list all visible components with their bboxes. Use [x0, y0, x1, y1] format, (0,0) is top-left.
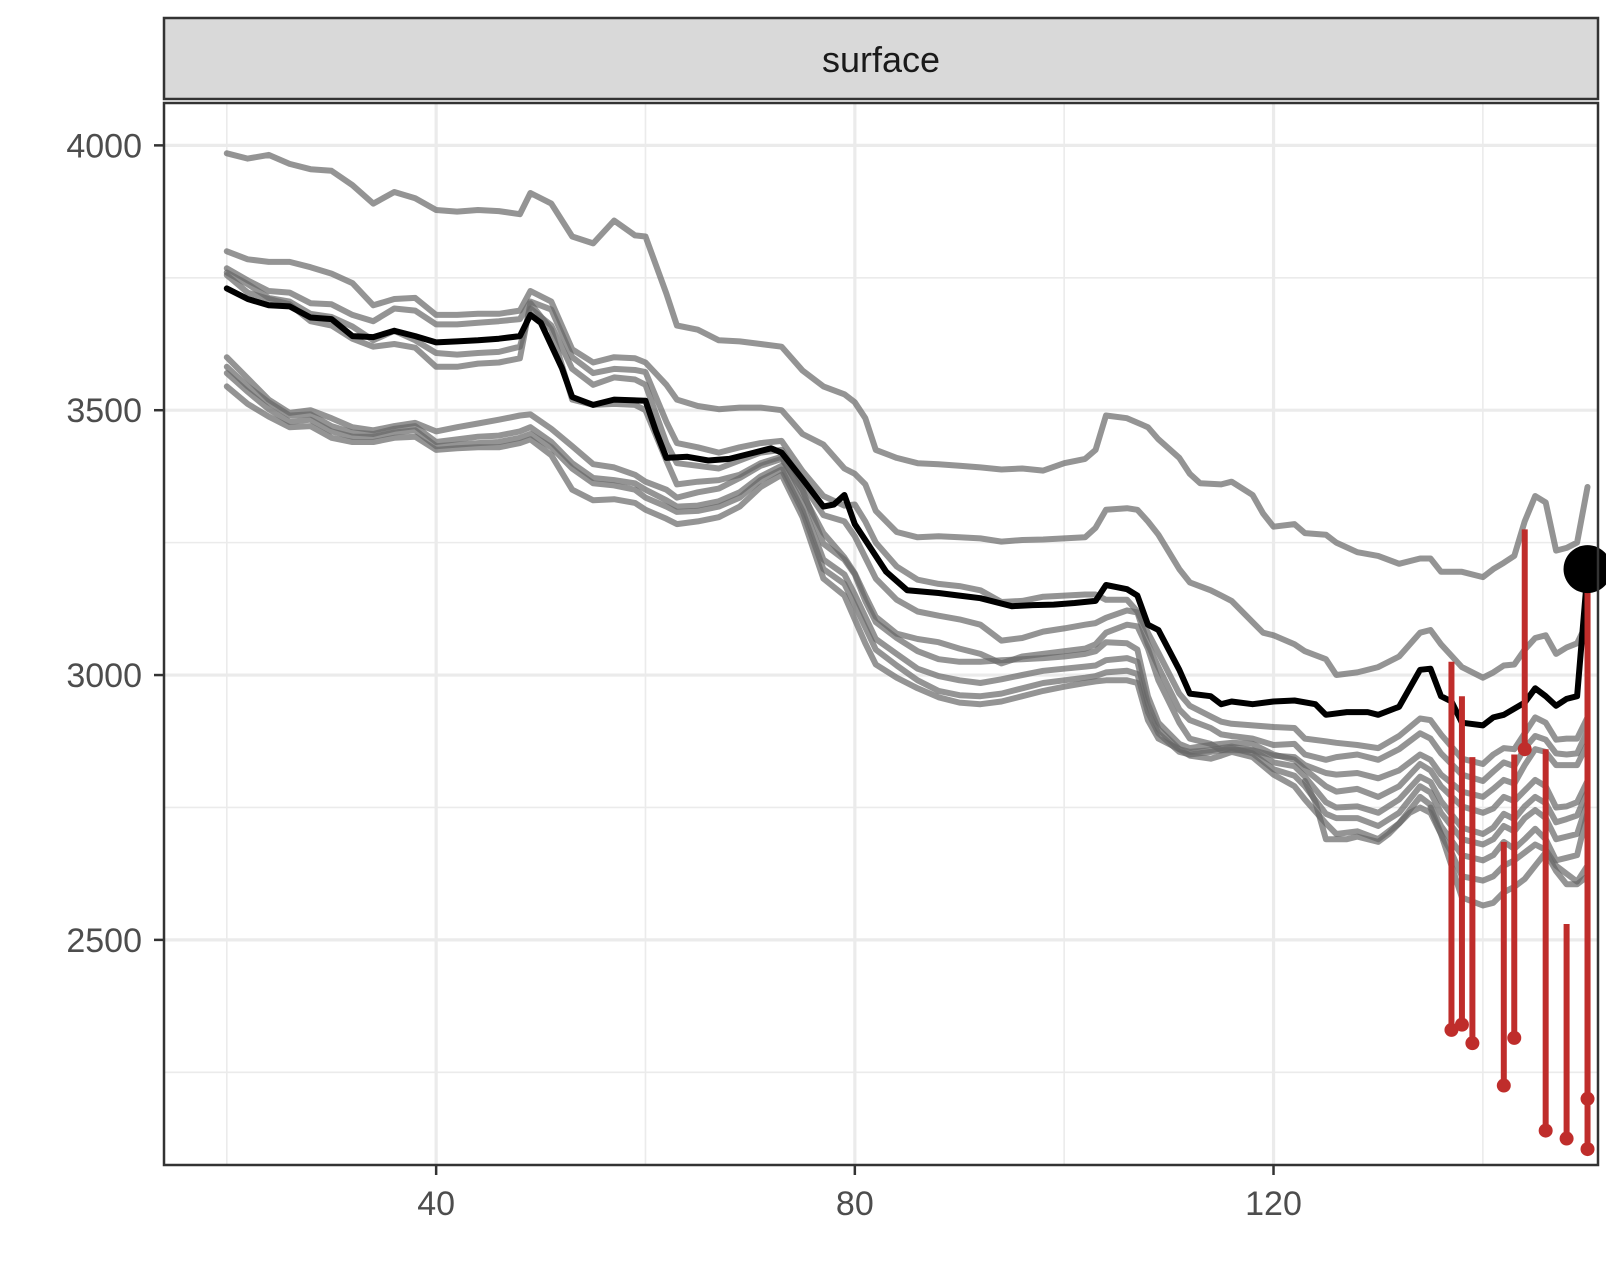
trajectory-line — [223, 269, 1591, 784]
red-segment-endpoint — [1580, 1142, 1595, 1157]
trajectory-line — [223, 363, 1591, 837]
red-segment-endpoint — [1507, 1030, 1522, 1045]
panel-border — [162, 101, 1600, 1167]
y-tick-label: 2500 — [66, 922, 142, 960]
red-segment-endpoint — [1444, 1022, 1459, 1037]
highlighted-series — [223, 285, 1591, 729]
x-tick-label: 40 — [417, 1185, 455, 1223]
trajectory-line — [223, 370, 1591, 848]
red-segments — [1444, 529, 1595, 1157]
y-tick-label: 3500 — [66, 392, 142, 430]
red-segment-endpoint — [1559, 1131, 1574, 1146]
trajectory-line — [223, 150, 1591, 581]
trajectory-line — [223, 383, 1591, 864]
highlight-point — [1563, 545, 1606, 594]
minor-gridlines — [164, 103, 1598, 1165]
trajectory-line — [223, 354, 1591, 816]
y-tick-label: 4000 — [66, 127, 142, 165]
red-segment-endpoint — [1496, 1078, 1511, 1093]
highlighted-series-line — [223, 285, 1591, 729]
red-segment-endpoint — [1517, 742, 1532, 757]
x-tick-label: 120 — [1245, 1185, 1302, 1223]
red-segment-endpoint — [1465, 1036, 1480, 1051]
trajectory-lines — [223, 150, 1591, 909]
trajectory-line — [223, 265, 1591, 767]
y-tick-label: 3000 — [66, 657, 142, 695]
highlight-point-layer — [1563, 545, 1606, 594]
red-segment-endpoint — [1454, 1017, 1469, 1032]
facet-strip-label: surface — [822, 39, 940, 80]
x-tick-label: 80 — [836, 1185, 874, 1223]
axes: 2500 3000 3500 4000 40 80 120 — [66, 127, 1302, 1223]
red-segment-endpoint — [1538, 1123, 1553, 1138]
facet-strip — [162, 16, 1600, 101]
trajectory-line — [223, 248, 1591, 681]
